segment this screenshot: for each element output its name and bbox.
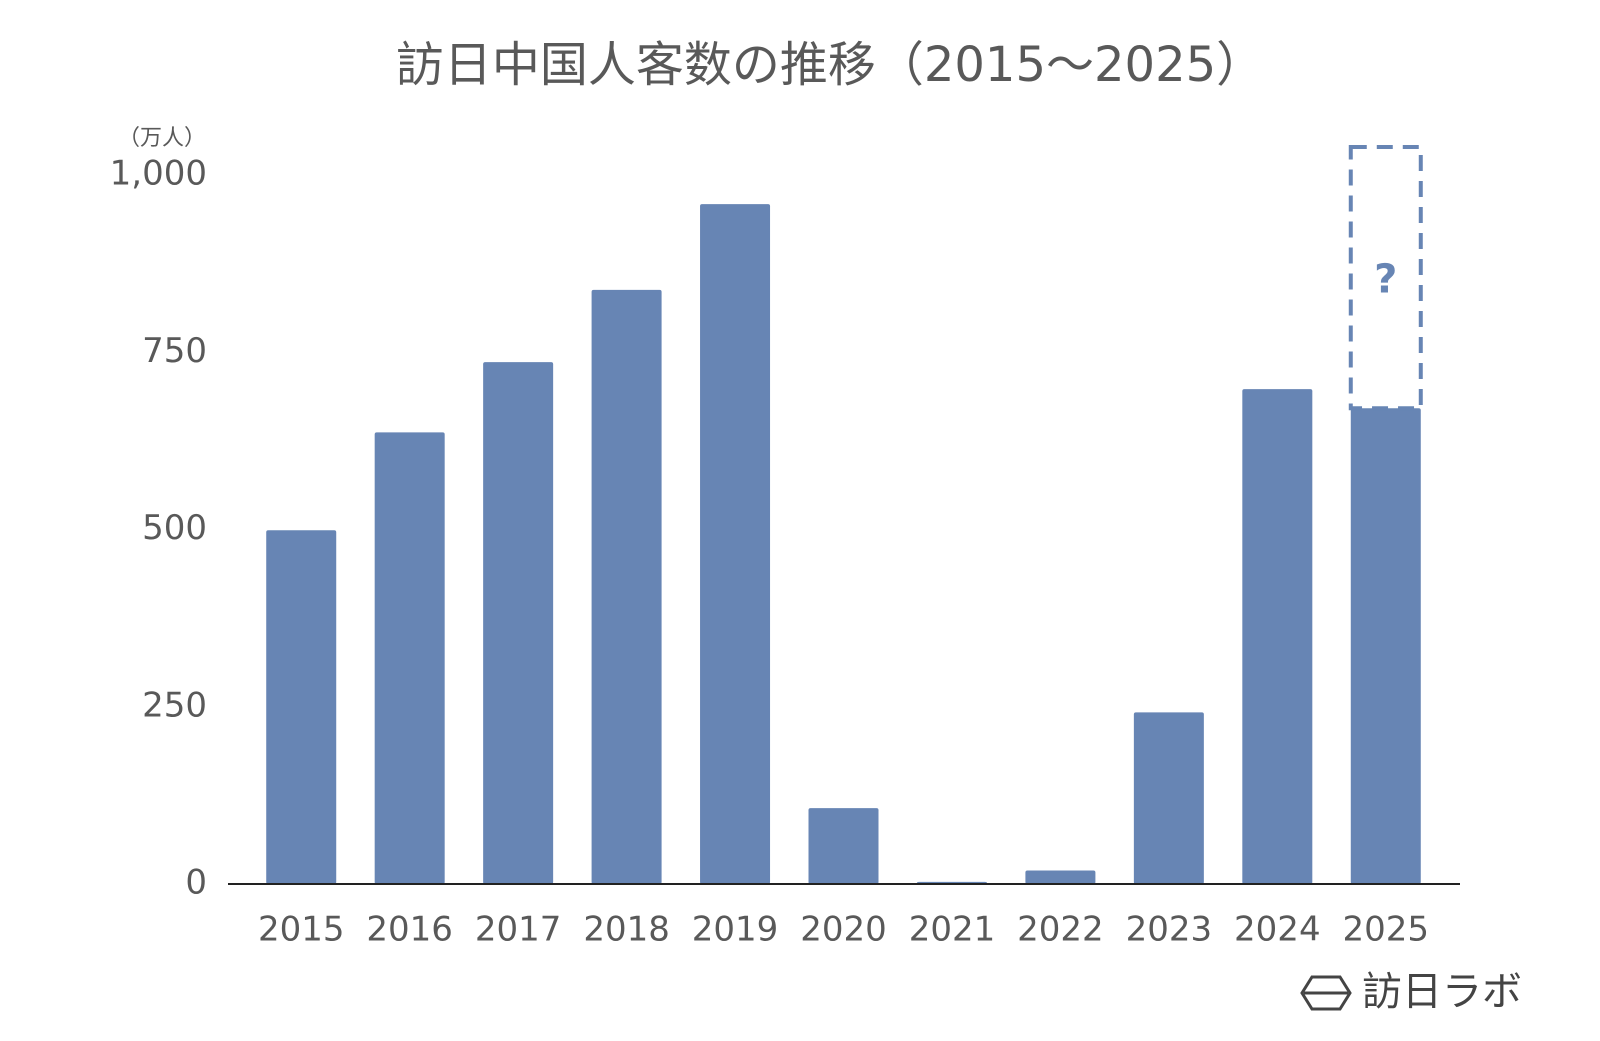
- x-tick-label: 2019: [692, 910, 779, 950]
- bar: [591, 289, 662, 884]
- bar: [700, 204, 771, 885]
- y-unit: （万人）: [118, 126, 206, 151]
- bar: [1350, 408, 1421, 884]
- x-tick-label: 2017: [475, 910, 562, 950]
- logo-icon: [1300, 975, 1352, 1011]
- bar: [374, 432, 445, 884]
- y-tick-label: 250: [142, 685, 207, 725]
- logo: 訪日ラボ: [1300, 969, 1522, 1015]
- y-tick-label: 0: [185, 863, 207, 903]
- x-tick-label: 2022: [1017, 910, 1104, 950]
- x-tick-label: 2025: [1343, 910, 1430, 950]
- bar: [483, 362, 554, 884]
- chart-title: 訪日中国人客数の推移（2015～2025）: [396, 37, 1264, 93]
- x-tick-label: 2023: [1126, 910, 1213, 950]
- y-tick-label: 500: [142, 508, 207, 548]
- logo-text: 訪日ラボ: [1362, 969, 1522, 1015]
- bar: [266, 530, 337, 884]
- y-tick-label: 1,000: [110, 154, 207, 194]
- x-tick-label: 2021: [909, 910, 996, 950]
- projection-box: [1348, 145, 1423, 411]
- x-tick-label: 2020: [800, 910, 887, 950]
- x-tick-label: 2024: [1234, 910, 1321, 950]
- y-tick-label: 750: [142, 331, 207, 371]
- x-tick-label: 2018: [583, 910, 670, 950]
- x-tick-label: 2015: [258, 910, 345, 950]
- x-tick-label: 2016: [366, 910, 453, 950]
- bar: [1133, 712, 1204, 884]
- bar: [1242, 389, 1313, 884]
- annotation: ?: [1374, 257, 1397, 303]
- bar: [808, 808, 879, 884]
- bar: [1025, 870, 1096, 884]
